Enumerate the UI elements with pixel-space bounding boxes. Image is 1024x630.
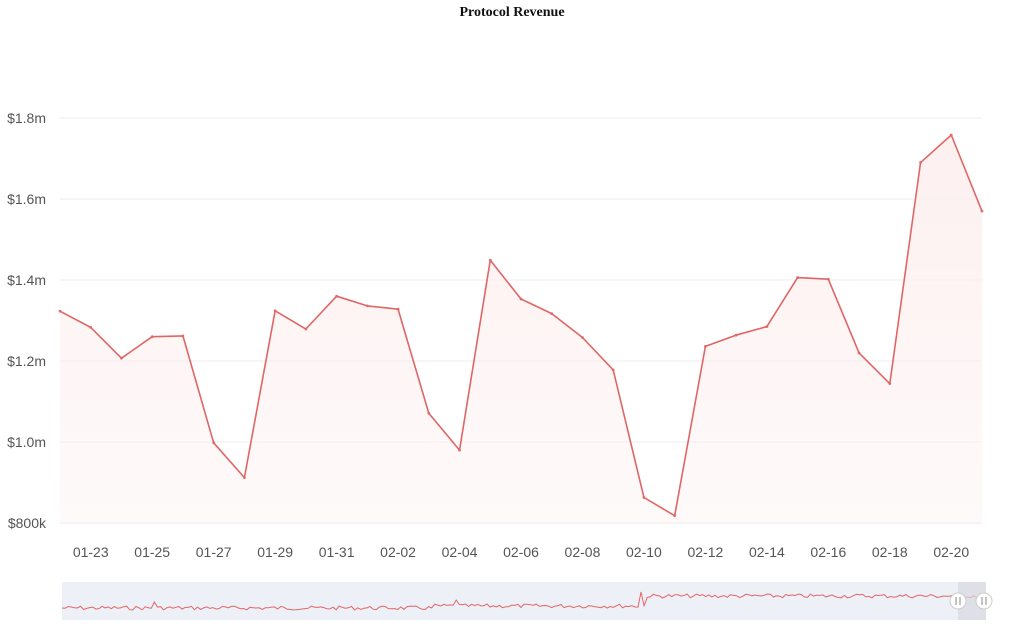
data-point [857, 351, 861, 355]
x-tick-label: 02-10 [626, 544, 662, 560]
data-point [826, 277, 830, 281]
data-point [550, 312, 554, 316]
x-tick-label: 01-31 [319, 544, 355, 560]
x-tick-label: 02-18 [872, 544, 908, 560]
x-tick-label: 02-20 [933, 544, 969, 560]
data-point [365, 304, 369, 308]
x-tick-label: 02-02 [380, 544, 416, 560]
navigator[interactable] [61, 582, 993, 620]
data-point [888, 382, 892, 386]
data-point [58, 309, 62, 313]
y-tick-label: $1.0m [7, 434, 46, 450]
x-tick-label: 02-12 [687, 544, 723, 560]
navigator-background [62, 582, 986, 620]
data-point [335, 294, 338, 298]
data-point [765, 325, 769, 328]
x-axis: 01-23 01-25 01-27 01-29 01-31 02-02 02-04 02-06… [73, 544, 970, 560]
x-tick-label: 02-06 [503, 544, 539, 560]
x-tick-label: 02-16 [810, 544, 846, 560]
data-point [581, 336, 584, 339]
x-tick-label: 01-27 [196, 544, 232, 560]
navigator-series-line [61, 591, 987, 611]
area-layer [60, 135, 982, 523]
navigator-handle[interactable] [949, 592, 967, 610]
data-point [949, 133, 953, 137]
x-tick-label: 02-04 [442, 544, 478, 560]
navigator-handle-knob[interactable] [975, 592, 993, 610]
navigator-handle[interactable] [975, 592, 993, 610]
y-tick-label: $1.8m [7, 110, 46, 126]
data-point [519, 297, 523, 301]
navigator-handle-knob[interactable] [949, 592, 967, 610]
data-point [980, 209, 984, 213]
data-point [273, 309, 277, 313]
line-layer [58, 133, 984, 518]
data-point [488, 258, 492, 262]
data-point [120, 356, 123, 360]
data-point [396, 307, 400, 311]
x-tick-label: 02-14 [749, 544, 785, 560]
data-point [243, 476, 246, 480]
data-point [89, 325, 93, 329]
data-point [673, 514, 677, 518]
x-tick-label: 01-29 [257, 544, 293, 560]
y-axis: $800k $1.0m $1.2m $1.4m $1.6m $1.8m [7, 110, 47, 531]
data-point [458, 448, 461, 452]
data-point [734, 333, 738, 337]
data-point [642, 496, 646, 499]
data-point [611, 368, 615, 372]
data-point [181, 334, 185, 338]
data-point [704, 345, 707, 348]
x-tick-label: 01-23 [73, 544, 109, 560]
data-point [150, 335, 154, 339]
data-point [212, 441, 216, 445]
data-point [304, 327, 308, 331]
chart-title: Protocol Revenue [459, 5, 565, 20]
y-tick-label: $1.2m [7, 353, 46, 369]
data-point [796, 276, 799, 279]
x-tick-label: 02-08 [565, 544, 601, 560]
data-point [427, 411, 431, 415]
y-tick-label: $800k [8, 515, 47, 531]
series-area [60, 135, 982, 523]
y-tick-label: $1.6m [7, 191, 46, 207]
x-tick-label: 01-25 [134, 544, 170, 560]
data-point [919, 161, 922, 164]
y-tick-label: $1.4m [7, 272, 46, 288]
